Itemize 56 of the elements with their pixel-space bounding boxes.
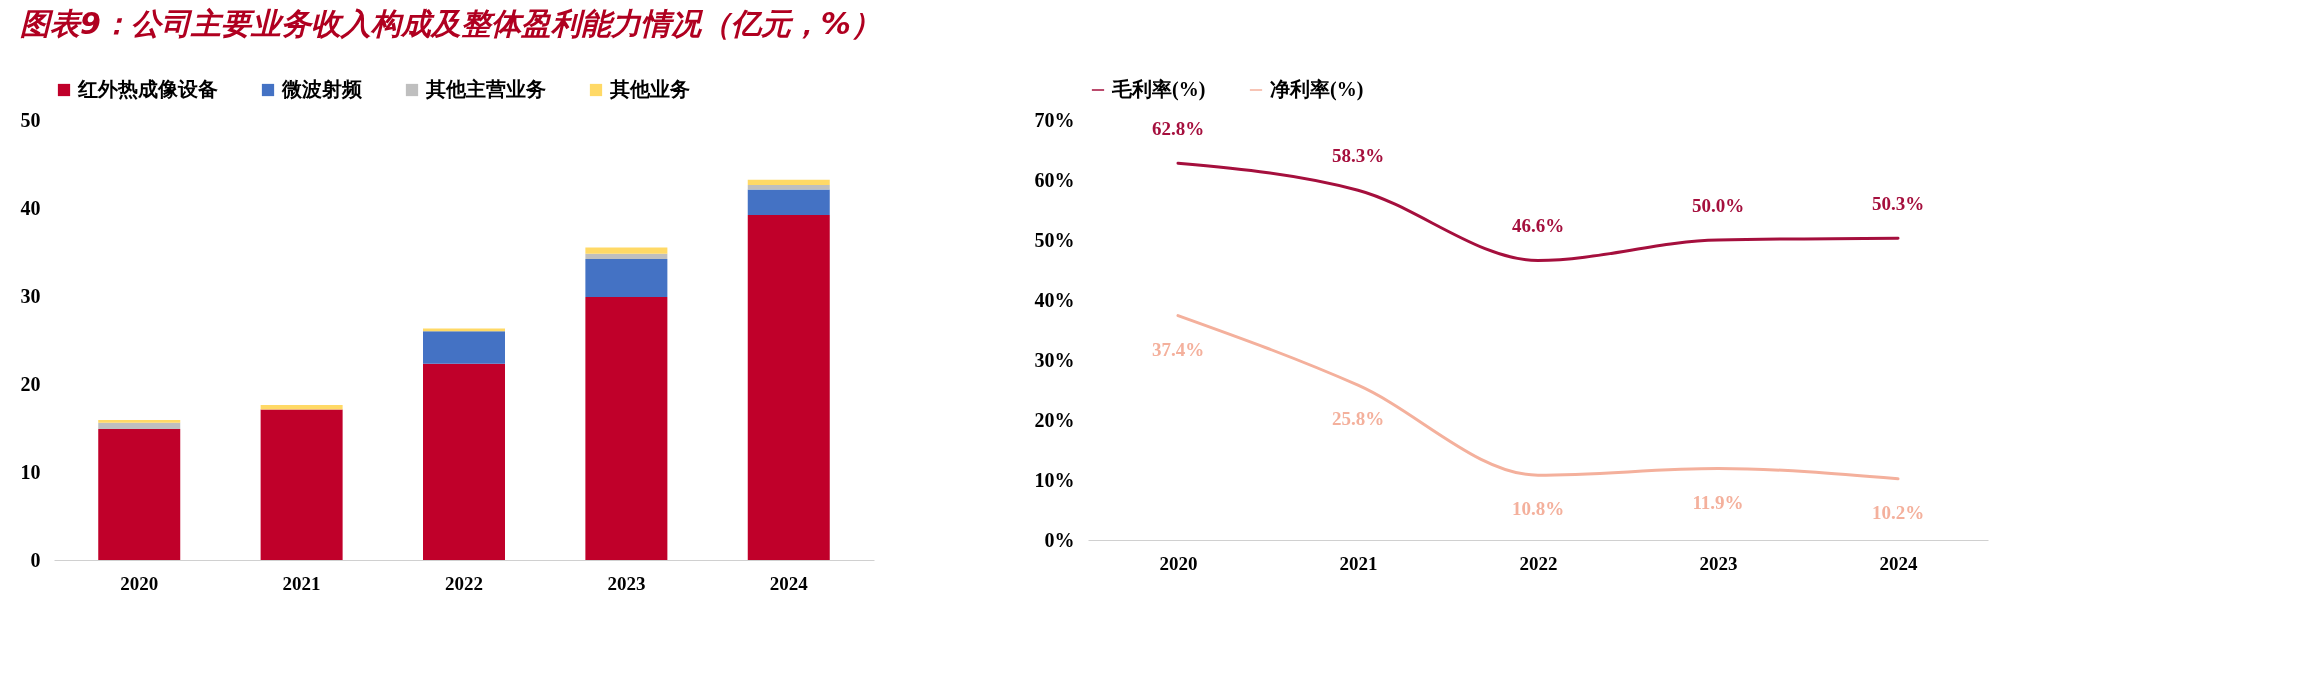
y-tick-label: 40	[20, 196, 41, 219]
x-tick-label: 2020	[1159, 552, 1198, 574]
x-tick-label: 2020	[120, 572, 159, 594]
y-tick-label: 50	[20, 108, 41, 131]
legend-label: 其他业务	[609, 78, 690, 100]
x-tick-label: 2021	[1339, 552, 1378, 574]
bar	[423, 331, 505, 364]
data-label: 58.3%	[1331, 145, 1385, 167]
bar	[747, 189, 830, 216]
bar	[423, 363, 505, 560]
data-label: 50.0%	[1691, 195, 1745, 216]
legend-label: 微波射频	[281, 78, 363, 100]
y-tick-label: 30	[20, 284, 41, 307]
data-label: 10.2%	[1871, 501, 1925, 523]
y-tick-label: 30%	[1034, 348, 1075, 371]
bar	[585, 296, 668, 560]
x-tick-label: 2024	[769, 572, 809, 594]
y-tick-label: 10	[20, 460, 41, 483]
x-tick-label: 2023	[1699, 552, 1738, 574]
bar	[260, 409, 343, 560]
bar	[585, 247, 668, 254]
data-label: 62.8%	[1151, 118, 1205, 140]
data-label: 46.6%	[1511, 215, 1565, 237]
y-tick-label: 20%	[1034, 408, 1075, 431]
bar	[747, 215, 830, 560]
chart-title: 图表9：公司主要业务收入构成及整体盈利能力情况（亿元，%）	[20, 6, 881, 41]
y-tick-label: 0	[30, 548, 41, 571]
y-tick-label: 0%	[1044, 528, 1075, 551]
bar	[747, 179, 830, 186]
y-tick-label: 20	[20, 372, 41, 395]
data-label: 50.3%	[1871, 193, 1925, 215]
x-tick-label: 2022	[1519, 552, 1558, 574]
x-tick-label: 2023	[607, 572, 646, 594]
x-tick-label: 2024	[1879, 552, 1918, 574]
data-label: 37.4%	[1151, 338, 1205, 360]
bar	[98, 420, 181, 423]
y-tick-label: 70%	[1034, 108, 1075, 131]
y-tick-label: 10%	[1034, 468, 1075, 491]
legend-label: 净利率(%)	[1270, 78, 1364, 101]
bar	[585, 259, 668, 297]
bar	[585, 253, 668, 260]
legend-label: 红外热成像设备	[77, 78, 218, 100]
y-tick-label: 60%	[1034, 168, 1075, 191]
legend-label: 毛利率(%)	[1111, 78, 1206, 101]
data-label: 11.9%	[1692, 491, 1744, 513]
bar	[260, 405, 343, 410]
legend-label: 其他主营业务	[425, 78, 546, 100]
data-label: 10.8%	[1511, 498, 1565, 520]
x-tick-label: 2022	[445, 572, 483, 594]
bar	[747, 185, 830, 190]
y-tick-label: 50%	[1034, 228, 1075, 251]
data-label: 25.8%	[1331, 408, 1385, 430]
bar	[98, 422, 181, 429]
x-tick-label: 2021	[282, 572, 321, 594]
y-tick-label: 40%	[1034, 288, 1075, 311]
bar	[98, 428, 181, 560]
